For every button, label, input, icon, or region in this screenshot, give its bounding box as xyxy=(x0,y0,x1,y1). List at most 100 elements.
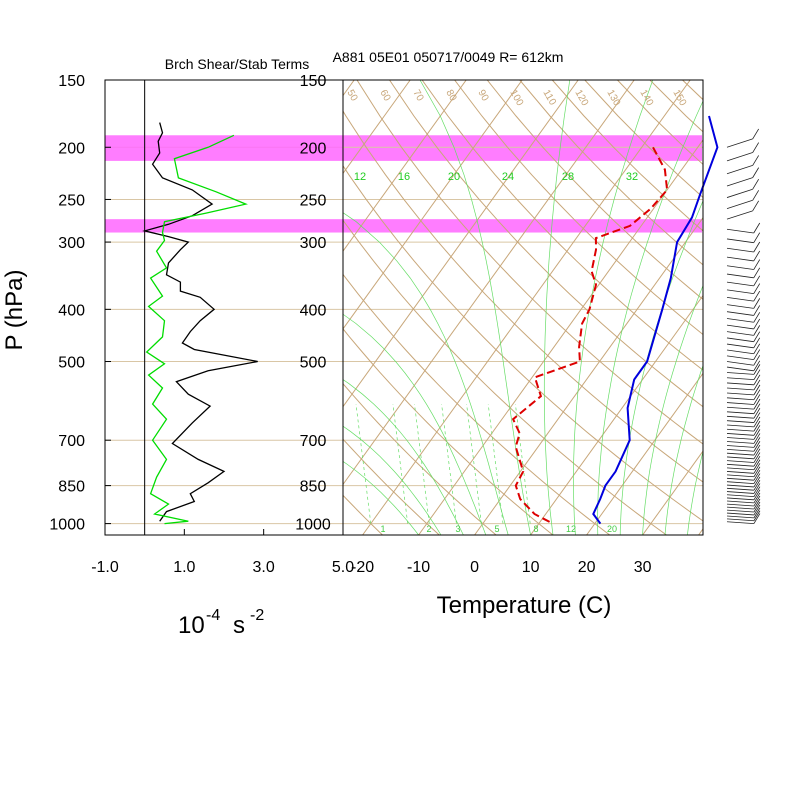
isotherm xyxy=(586,372,703,535)
wind-barb-flag xyxy=(752,128,760,140)
wind-barb xyxy=(726,491,754,494)
wind-barb-flag xyxy=(753,325,761,336)
isotherm xyxy=(343,80,579,408)
isotherm xyxy=(343,80,467,252)
wind-barb xyxy=(726,481,754,484)
wind-barb-flag xyxy=(753,501,761,513)
axis-labels: Brch Shear/Stab Terms A881 05E01 050717/… xyxy=(1,49,611,639)
mixing-ratio-line xyxy=(414,404,430,524)
wind-barb-flag xyxy=(753,398,761,410)
dry-adiabat xyxy=(343,273,611,535)
dry-adiabat xyxy=(389,80,703,408)
wind-barb-flag xyxy=(753,429,761,440)
x-axis-label-temperature: Temperature (C) xyxy=(437,592,612,619)
theta-label: 110 xyxy=(540,88,558,108)
theta-label: 60 xyxy=(377,88,392,104)
wind-barb xyxy=(726,477,754,481)
dry-adiabat xyxy=(343,164,703,522)
y-axis-label: P (hPa) xyxy=(1,270,28,351)
moist-adiabat xyxy=(619,199,703,535)
wind-barb-flag xyxy=(753,305,761,316)
left-y-tick-label: 1000 xyxy=(49,517,85,534)
wind-barb xyxy=(726,456,754,460)
mixing-ratio-line xyxy=(466,404,482,524)
wind-barb-flag xyxy=(753,492,761,504)
temp-x-tick-label: 30 xyxy=(634,559,652,576)
mixing-ratio-line xyxy=(515,404,531,524)
mixing-ratio-top-label: 24 xyxy=(502,171,514,183)
moist-adiabat xyxy=(343,212,509,535)
dry-adiabat xyxy=(343,219,667,535)
wind-barb xyxy=(726,382,754,386)
wind-barb-flag xyxy=(753,267,761,279)
wind-barb xyxy=(726,256,754,262)
right-y-tick-label: 1000 xyxy=(295,517,331,534)
wind-barb xyxy=(726,402,754,405)
right-y-tick-label: 850 xyxy=(300,479,327,496)
wind-barb xyxy=(726,238,754,244)
wind-barb xyxy=(726,500,754,504)
wind-barb xyxy=(726,441,754,444)
left-x-tick-label: 3.0 xyxy=(253,559,275,576)
right-y-tick-label: 300 xyxy=(300,235,327,252)
wind-barb-flag xyxy=(753,507,761,519)
wind-barb-flag xyxy=(753,241,761,253)
wind-barb xyxy=(726,518,754,522)
moist-adiabat xyxy=(419,80,531,535)
mixing-ratio-top-label: 12 xyxy=(354,171,366,183)
isotherm xyxy=(362,80,691,535)
wind-barb xyxy=(726,452,754,456)
dry-adiabat xyxy=(343,382,497,535)
wind-barb-flag xyxy=(753,448,761,460)
wind-barb-flag xyxy=(752,142,760,153)
theta-label: 70 xyxy=(410,88,425,104)
wind-barb xyxy=(726,188,753,198)
wind-barb xyxy=(726,138,753,148)
dry-adiabat xyxy=(356,80,703,445)
wind-barb xyxy=(726,424,754,428)
wind-barb xyxy=(726,411,754,415)
wind-barb-flag xyxy=(753,466,761,477)
wind-barb xyxy=(726,392,754,396)
mixing-ratio-bottom-label: 3 xyxy=(455,524,460,534)
theta-label: 140 xyxy=(637,88,655,108)
wind-barb xyxy=(726,521,754,524)
wind-barb xyxy=(726,324,754,330)
right-y-tick-label: 500 xyxy=(300,355,327,372)
mixing-ratio-bottom-label: 2 xyxy=(426,524,431,534)
wind-barb xyxy=(726,281,754,287)
dry-adiabat xyxy=(486,80,703,300)
left-y-tick-label: 400 xyxy=(58,302,85,319)
wind-barb xyxy=(726,415,754,419)
temp-x-tick-label: 20 xyxy=(578,559,596,576)
moist-adiabat xyxy=(343,313,487,535)
mixing-ratio-top-label: 28 xyxy=(562,171,574,183)
wind-barb-flag xyxy=(753,394,761,405)
wind-barb-flag xyxy=(753,470,761,481)
wind-barb xyxy=(726,311,754,316)
wind-barb-flag xyxy=(753,513,761,524)
wind-barb xyxy=(726,437,754,440)
wind-barb-flag xyxy=(753,355,761,366)
wind-barb xyxy=(726,420,754,423)
wind-barb-flag xyxy=(753,250,761,262)
wind-barb xyxy=(726,296,754,302)
temp-x-tick-label: 0 xyxy=(470,559,479,576)
moist-adiabat xyxy=(543,80,571,535)
wind-barb-flag xyxy=(753,425,761,436)
wind-barb xyxy=(726,349,754,355)
wind-barb-flag xyxy=(753,232,761,243)
wind-barb-flag xyxy=(753,318,761,330)
wind-barb xyxy=(726,177,753,187)
wind-barb-flag xyxy=(753,476,761,488)
wind-barb xyxy=(726,460,754,463)
temp-x-tick-label: -10 xyxy=(407,559,430,576)
temperature-profile xyxy=(592,115,719,525)
shaded-layer xyxy=(105,219,702,233)
wind-barb-flag xyxy=(753,331,761,342)
wind-barb-flag xyxy=(753,337,761,349)
wind-barb xyxy=(726,487,754,491)
shaded-layer xyxy=(105,135,702,161)
wind-barb-flag xyxy=(753,437,761,448)
wind-barb-flag xyxy=(753,498,761,510)
